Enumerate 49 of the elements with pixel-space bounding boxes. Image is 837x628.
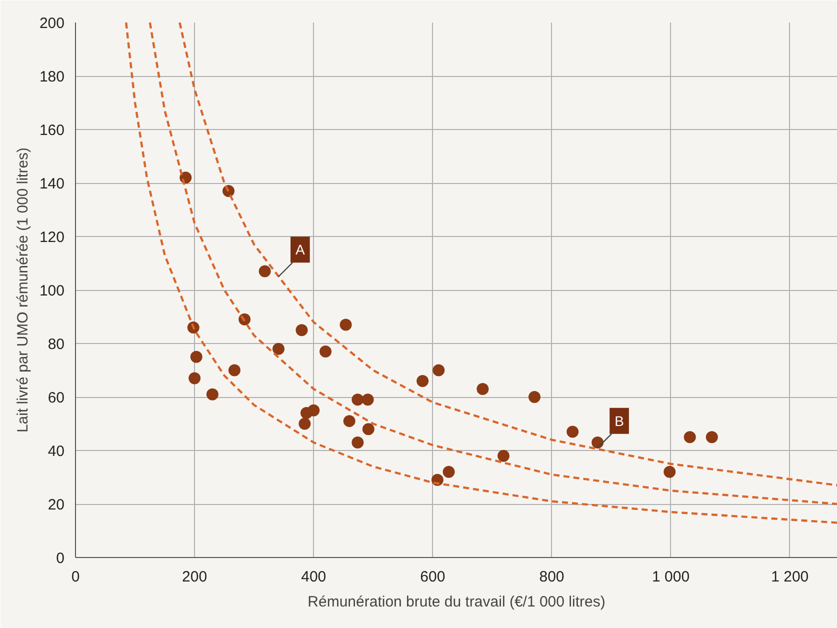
y-tick-label: 20 (48, 496, 65, 514)
point (308, 404, 320, 416)
x-tick-label: 600 (420, 568, 446, 586)
point (476, 382, 489, 395)
point (592, 436, 604, 448)
point (442, 466, 455, 478)
point (362, 423, 374, 436)
point (258, 265, 271, 278)
point (566, 426, 579, 438)
point (684, 431, 696, 444)
point (298, 418, 311, 430)
x-tick-label: 1 000 (652, 568, 690, 586)
y-tick-label: 120 (39, 229, 65, 246)
y-axis-title: Lait livré par UMO rémunérée (1 000 litres) (14, 147, 32, 433)
y-tick-label: 60 (48, 390, 65, 406)
x-tick-label: 800 (539, 568, 564, 586)
y-tick-label: 40 (48, 443, 65, 460)
annotation: A (296, 242, 306, 258)
point (188, 372, 201, 384)
point (352, 394, 364, 406)
point (706, 431, 718, 444)
x-tick-label: 1 200 (771, 568, 809, 586)
point (296, 324, 308, 336)
point (498, 450, 510, 462)
x-tick-label: 0 (71, 568, 80, 586)
y-tick-label: 80 (48, 336, 65, 353)
point (272, 342, 284, 355)
point (664, 466, 676, 478)
y-tick-label: 0 (56, 550, 64, 567)
y-tick-label: 200 (39, 15, 65, 32)
point (340, 318, 352, 331)
x-axis-title: Rémunération brute du travail (€/1 000 litres) (308, 594, 606, 610)
point (416, 374, 429, 387)
point (528, 391, 540, 403)
point (343, 415, 356, 428)
annotation: B (614, 412, 624, 429)
point (228, 364, 240, 376)
point (320, 346, 332, 358)
point (432, 364, 445, 376)
point (362, 394, 374, 406)
point (206, 388, 218, 400)
y-tick-label: 100 (39, 282, 65, 300)
x-tick-label: 400 (301, 568, 326, 586)
x-tick-label: 200 (182, 568, 208, 586)
y-tick-label: 160 (39, 122, 65, 139)
point (190, 350, 202, 363)
point (352, 436, 364, 448)
y-tick-label: 180 (39, 68, 65, 86)
y-tick-label: 140 (39, 176, 65, 192)
